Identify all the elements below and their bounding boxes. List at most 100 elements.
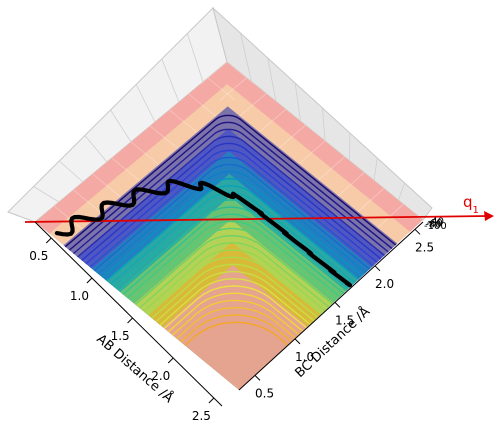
- ab-tick: [86, 277, 93, 284]
- bc-tick: [414, 228, 421, 235]
- wall-stripe: [278, 124, 306, 149]
- plateau-band: [162, 265, 308, 390]
- bc-tick-label: 1.0: [295, 350, 314, 364]
- contour-line: [72, 128, 389, 255]
- bc-tick: [254, 375, 261, 381]
- contour-line: [93, 163, 371, 272]
- pane-grid: [33, 32, 406, 203]
- contour-line: [77, 135, 386, 258]
- z-tick-label: -60: [426, 218, 442, 229]
- bc-axis-line: [238, 221, 424, 391]
- contour-line: [68, 121, 393, 251]
- wall-stripe: [188, 93, 217, 117]
- pane-grid-line: [373, 157, 378, 181]
- contour-line: [184, 321, 289, 346]
- bc-tick: [294, 338, 301, 345]
- ab-tick-label: 2.0: [151, 369, 170, 383]
- wall-stripe: [239, 93, 267, 117]
- trajectory-path: [54, 178, 353, 288]
- pane-grid-line: [239, 32, 252, 82]
- pane-grid-line: [294, 82, 301, 122]
- contour-line: [155, 270, 315, 323]
- wall-stripe: [130, 141, 160, 165]
- ab-tick-label: 1.0: [70, 289, 89, 303]
- pane-grid-line: [110, 109, 132, 143]
- contour-line: [139, 242, 330, 309]
- contour-line: [130, 227, 337, 302]
- wall-stripe: [219, 77, 247, 101]
- contour-line: [134, 234, 333, 306]
- q1-axis-arrowhead: [484, 211, 494, 221]
- q1-axis-line: [24, 215, 489, 223]
- surface-area: [35, 62, 423, 390]
- ab-tick: [127, 317, 133, 324]
- wall-stripe: [207, 77, 236, 101]
- wall-stripe: [259, 109, 287, 133]
- pane-grid-line: [161, 58, 180, 103]
- q1-label: q1: [463, 193, 479, 216]
- pane-grid-line: [33, 186, 60, 203]
- wall-stripe: [149, 125, 179, 149]
- contour-line: [167, 292, 304, 333]
- wall-stripe: [35, 221, 64, 246]
- contour-line: [172, 299, 300, 336]
- contour-line: [159, 278, 311, 326]
- bc-axis: 0.5 1.0 1.5 2.0 2.5: [238, 221, 434, 400]
- contour-lines: [64, 114, 397, 346]
- pane-grid-line: [398, 182, 406, 201]
- contour-line: [176, 307, 296, 340]
- pane-grid-line: [322, 107, 326, 142]
- bc-tick-label: 2.0: [375, 277, 394, 291]
- bc-tick-label: 2.5: [415, 240, 434, 254]
- wall-stripe: [111, 157, 140, 182]
- wall-stripe: [377, 203, 404, 229]
- ab-axis: 0.5 1.0 1.5 2.0 2.5: [29, 221, 223, 423]
- contour-line: [143, 249, 326, 312]
- ab-tick-label: 1.5: [111, 329, 130, 343]
- contour-line: [180, 314, 292, 343]
- contour-line: [151, 263, 319, 319]
- pane-grid-line: [58, 160, 84, 183]
- wall-stripe: [298, 140, 326, 165]
- contour-line: [147, 256, 322, 316]
- pane-grid-line: [84, 135, 108, 163]
- pane-grid-line: [135, 84, 156, 123]
- contour-line: [81, 142, 382, 261]
- wall-stripe: [357, 188, 385, 213]
- ab-tick-label: 2.5: [192, 409, 211, 423]
- bc-tick: [334, 301, 341, 308]
- axis-panes: [7, 6, 433, 223]
- wall-stripe: [73, 189, 102, 214]
- wall-stripe: [53, 205, 83, 230]
- wall-stripes: [35, 62, 423, 246]
- contour-line: [85, 149, 378, 265]
- wall-stripe: [169, 109, 198, 133]
- z-tick-label: -40: [428, 217, 444, 228]
- contour-line: [126, 220, 341, 299]
- z-axis: -100-80-60-40: [424, 217, 447, 233]
- z-tick-label: -100: [424, 221, 447, 232]
- bc-tick-label: 1.5: [335, 313, 354, 327]
- z-tick-label: -80: [425, 220, 441, 231]
- wall-stripe: [92, 173, 121, 198]
- ab-tick: [208, 397, 215, 404]
- ab-tick: [167, 357, 174, 364]
- contour-line: [110, 192, 356, 285]
- pane-grid-line: [267, 57, 277, 102]
- ab-tick-label: 0.5: [29, 249, 48, 263]
- q1-axis: q1: [24, 193, 494, 223]
- surface-bands: [35, 62, 423, 390]
- ab-axis-line: [34, 221, 223, 407]
- wall-stripe: [318, 156, 345, 181]
- contour-line: [105, 185, 360, 282]
- trajectory: [54, 178, 353, 288]
- contour-line: [64, 114, 397, 248]
- contour-line: [118, 206, 348, 292]
- wall-stripe: [200, 62, 228, 85]
- pane-grid-line: [186, 33, 204, 83]
- contour-line: [163, 285, 307, 329]
- contour-line: [89, 156, 374, 268]
- contour-line: [101, 177, 363, 278]
- bc-tick-label: 0.5: [255, 386, 274, 400]
